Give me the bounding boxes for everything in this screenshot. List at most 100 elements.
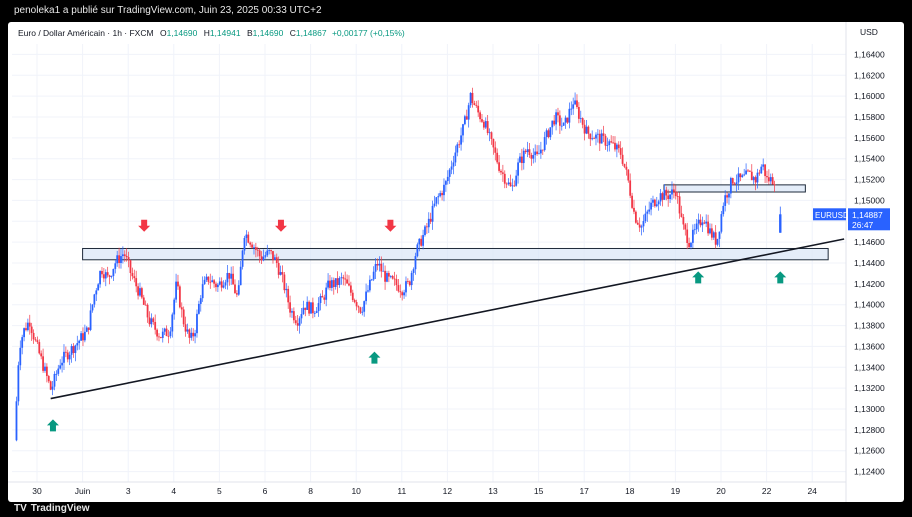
symbol-tag: EURUSD — [815, 211, 849, 220]
candle-body — [756, 172, 759, 183]
candle-body — [519, 156, 521, 163]
candle-body — [393, 278, 396, 280]
candle-body — [74, 345, 77, 354]
candle-body — [239, 266, 242, 286]
candle-body — [201, 284, 204, 299]
candle-body — [125, 255, 128, 258]
candle-body — [353, 299, 356, 303]
symbol-tag-bg — [813, 208, 846, 221]
tradingview-logo[interactable]: TV TradingView — [14, 503, 90, 514]
candle-body — [349, 285, 352, 293]
candle-body — [218, 281, 221, 285]
candle-body — [509, 182, 512, 187]
candle-body — [108, 275, 111, 277]
candle-body — [653, 199, 656, 207]
price-chart[interactable]: USD 1,12400 1,12600 1,12800 1,13000 1,13200 1,… — [8, 22, 904, 502]
candle-body — [490, 132, 493, 139]
candle-body — [636, 222, 639, 225]
time-axis[interactable]: 30 Juin 3 4 5 6 8 10 11 12 13 15 17 18 19 20 22 24 — [8, 481, 846, 496]
candle-body — [729, 178, 732, 194]
candle-body — [327, 280, 329, 288]
candle-body — [678, 196, 681, 214]
candle-body — [310, 302, 312, 314]
candle-body — [682, 216, 685, 225]
candle-body — [769, 177, 772, 182]
candle-body — [203, 279, 206, 285]
candle-body — [142, 297, 145, 305]
candle-body — [731, 178, 734, 184]
candle-body — [376, 264, 379, 266]
candle-body — [577, 107, 580, 119]
candle-body — [207, 276, 210, 282]
x-tick-label: 22 — [762, 486, 772, 496]
candle-body — [245, 234, 248, 238]
candle-body — [163, 328, 166, 332]
candle-body — [460, 135, 462, 145]
candle-body — [296, 323, 299, 326]
candle-body — [190, 332, 193, 338]
candle-body — [224, 282, 227, 286]
candle-body — [205, 276, 208, 280]
candle-body — [418, 238, 421, 245]
price-tag-countdown: 26:47 — [852, 220, 874, 230]
candle-body — [665, 189, 668, 196]
candle-body — [300, 314, 303, 319]
candle-body — [270, 250, 272, 252]
candle-body — [671, 189, 673, 195]
candle-body — [391, 276, 394, 279]
candle-body — [762, 164, 765, 167]
candle-body — [691, 229, 694, 243]
candle-body — [633, 207, 635, 212]
candles — [15, 87, 782, 442]
candle-body — [85, 327, 88, 332]
candle-body — [382, 270, 385, 272]
y-tick-label: 1,14200 — [854, 279, 885, 289]
candle-body — [76, 343, 79, 346]
candle-body — [127, 257, 130, 261]
candle-body — [184, 324, 187, 332]
candle-body — [716, 238, 719, 245]
candle-body — [644, 213, 647, 222]
candle-body — [501, 172, 504, 174]
candle-body — [311, 302, 314, 314]
candle-body — [496, 152, 499, 163]
y-tick-label: 1,16400 — [854, 49, 885, 59]
candle-body — [273, 257, 276, 260]
candle-body — [351, 292, 354, 300]
drawing-zones[interactable] — [82, 184, 829, 261]
candle-body — [70, 346, 73, 355]
candle-body — [498, 162, 500, 171]
candle-body — [416, 244, 419, 257]
candle-body — [454, 152, 457, 163]
candle-body — [112, 268, 115, 277]
candle-body — [652, 199, 654, 203]
candle-body — [78, 340, 81, 344]
candle-body — [87, 327, 90, 330]
y-tick-label: 1,16200 — [854, 70, 885, 80]
candle-body — [733, 183, 736, 185]
candle-body — [446, 176, 449, 182]
candle-body — [330, 280, 333, 288]
y-tick-label: 1,14400 — [854, 258, 885, 268]
candle-body — [526, 149, 529, 153]
drawings[interactable] — [46, 219, 845, 432]
candle-body — [150, 318, 153, 325]
support-arrow — [368, 351, 381, 364]
chart-frame[interactable]: USD 1,12400 1,12600 1,12800 1,13000 1,13200 1,… — [8, 22, 904, 502]
candle-body — [532, 155, 535, 159]
price-axis[interactable]: USD 1,12400 1,12600 1,12800 1,13000 1,13200 1,… — [845, 22, 885, 502]
candle-body — [748, 170, 751, 172]
candle-body — [737, 173, 740, 183]
candle-body — [110, 276, 113, 277]
x-tick-label: 30 — [32, 486, 42, 496]
candle-body — [66, 352, 69, 360]
candle-body — [539, 149, 542, 154]
tv-logo-icon: TV — [14, 503, 27, 514]
y-tick-label: 1,13400 — [854, 362, 885, 372]
candle-body — [481, 119, 483, 122]
candle-body — [116, 255, 119, 264]
candle-body — [253, 247, 255, 248]
candle-body — [488, 132, 491, 134]
candle-body — [631, 195, 633, 208]
candle-body — [401, 292, 404, 296]
